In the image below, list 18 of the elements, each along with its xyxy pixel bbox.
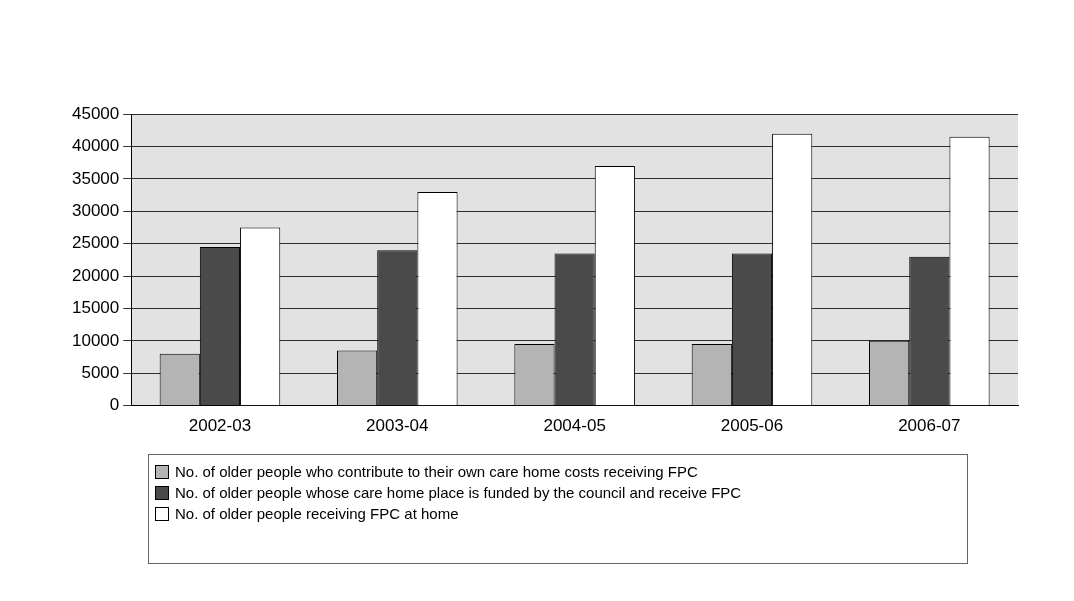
legend-label: No. of older people who contribute to their own care home costs receiving FPC bbox=[175, 463, 698, 480]
x-tick-label: 2003-04 bbox=[366, 416, 429, 436]
x-tick-label: 2004-05 bbox=[543, 416, 606, 436]
y-tick-label: 20000 bbox=[71, 265, 120, 285]
y-tick-label: 30000 bbox=[71, 201, 120, 221]
y-tick-label: 10000 bbox=[71, 330, 120, 350]
y-tick-label: 0 bbox=[109, 395, 120, 415]
x-tick-label: 2006-07 bbox=[898, 416, 961, 436]
x-tick-label: 2002-03 bbox=[188, 416, 252, 436]
y-tick-label: 45000 bbox=[71, 103, 120, 123]
y-tick-label: 35000 bbox=[71, 168, 120, 188]
y-tick-label: 15000 bbox=[71, 298, 120, 318]
legend-label: No. of older people receiving FPC at home bbox=[175, 505, 459, 522]
y-tick-label: 40000 bbox=[71, 136, 120, 156]
y-tick-label: 5000 bbox=[81, 362, 120, 382]
y-tick-label: 25000 bbox=[71, 233, 120, 253]
legend-label: No. of older people whose care home place is funded by the council and receive FPC bbox=[175, 484, 742, 501]
x-tick-label: 2005-06 bbox=[720, 416, 784, 436]
